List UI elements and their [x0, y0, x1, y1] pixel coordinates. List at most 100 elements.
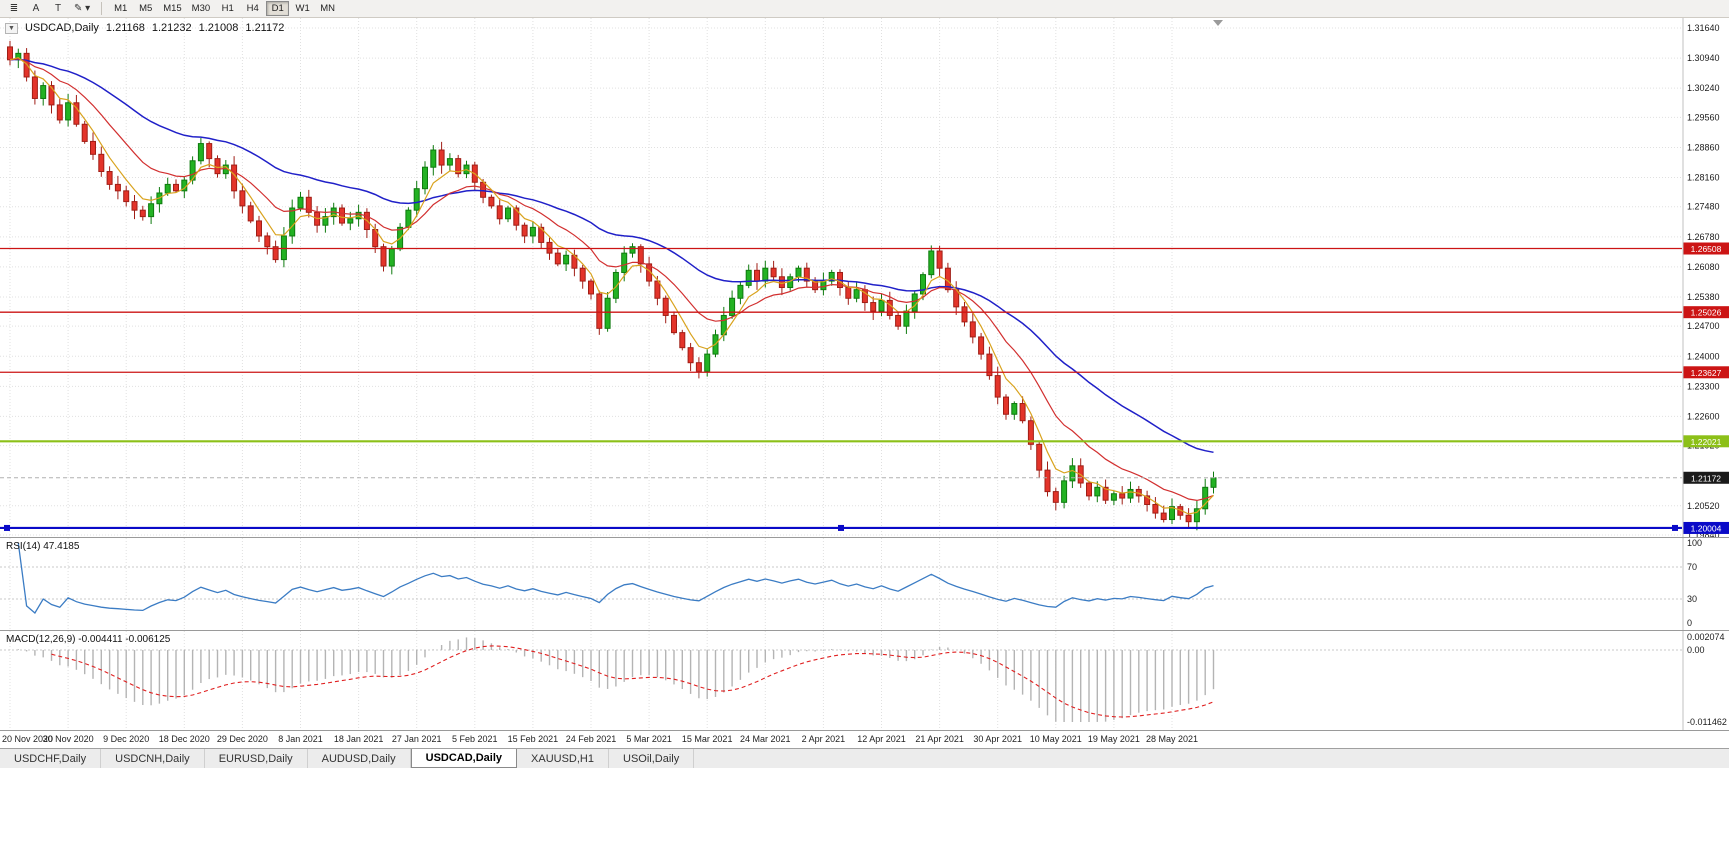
macd-chart[interactable]: 0.002074 0.00 -0.011462 [0, 631, 1729, 730]
date-label: 5 Mar 2021 [626, 734, 672, 744]
date-label: 18 Jan 2021 [333, 734, 384, 744]
main-grid [0, 18, 1684, 537]
timeframe-button-h4[interactable]: H4 [241, 1, 264, 16]
ma-slow-line [9, 58, 1214, 454]
chart-tabs: USDCHF,Daily USDCNH,Daily EURUSD,Daily AUDU… [0, 748, 1729, 768]
timeframe-buttons: M1 M5 M15 M30 H1 H4 D1 W1 MN [109, 1, 339, 16]
svg-text:1.30240: 1.30240 [1687, 83, 1720, 93]
date-axis[interactable]: 20 Nov 2020 30 Nov 2020 9 Dec 2020 18 Dec 2… [0, 731, 1729, 748]
tab-eurusd-daily[interactable]: EURUSD,Daily [204, 749, 308, 768]
svg-text:1.24000: 1.24000 [1687, 351, 1720, 361]
tab-xauusd-h1[interactable]: XAUUSD,H1 [517, 749, 609, 768]
date-label: 5 Feb 2021 [452, 734, 498, 744]
svg-text:-0.011462: -0.011462 [1687, 717, 1727, 727]
svg-text:70: 70 [1687, 562, 1697, 572]
macd-grid [0, 631, 1684, 730]
tab-usdchf-daily[interactable]: USDCHF,Daily [0, 749, 102, 768]
svg-text:1.20004: 1.20004 [1691, 523, 1722, 533]
date-label: 21 Apr 2021 [915, 734, 964, 744]
date-label: 9 Dec 2020 [103, 734, 150, 744]
timeframe-button-mn[interactable]: MN [316, 1, 339, 16]
annotation-a-icon[interactable]: A [26, 1, 46, 16]
timeframe-button-m15[interactable]: M15 [159, 1, 185, 16]
svg-text:0: 0 [1687, 618, 1692, 628]
timeframe-button-d1[interactable]: D1 [266, 1, 290, 16]
svg-text:1.25380: 1.25380 [1687, 292, 1720, 302]
toolbar-separator [101, 2, 103, 15]
macd-histogram [17, 637, 1215, 722]
timeframe-button-w1[interactable]: W1 [291, 1, 314, 16]
current-price-badge: 1.21172 [1683, 471, 1729, 484]
date-label: 27 Jan 2021 [391, 734, 442, 744]
date-label: 30 Nov 2020 [42, 734, 94, 744]
ma-mid-line [9, 58, 1214, 502]
date-label: 8 Jan 2021 [278, 734, 323, 744]
date-label: 29 Dec 2020 [216, 734, 268, 744]
rsi-axis[interactable]: 100 70 30 0 [1687, 538, 1702, 628]
svg-text:1.28160: 1.28160 [1687, 173, 1720, 183]
svg-text:30: 30 [1687, 594, 1697, 604]
svg-text:1.26080: 1.26080 [1687, 262, 1720, 272]
chart-symbol-label: USDCAD,Daily [24, 22, 99, 34]
date-label: 10 May 2021 [1029, 734, 1082, 744]
date-label: 28 May 2021 [1145, 734, 1199, 744]
timeframe-button-m5[interactable]: M5 [134, 1, 157, 16]
rsi-indicator-label: RSI(14) 47.4185 [6, 541, 80, 552]
toolbar-tools: ≣ A T ✎ ▾ [4, 1, 94, 16]
rsi-panel[interactable]: 100 70 30 0 RSI(14) 47.4185 [0, 538, 1729, 631]
date-label: 24 Mar 2021 [740, 734, 791, 744]
ohlc-high: 1.21232 [151, 22, 192, 34]
ohlc-low: 1.21008 [198, 22, 239, 34]
tab-usdcnh-daily[interactable]: USDCNH,Daily [101, 749, 205, 768]
main-chart[interactable]: 1.31640 1.30940 1.30240 1.29560 1.28860 1.281… [0, 18, 1729, 537]
svg-text:1.30940: 1.30940 [1687, 53, 1720, 63]
timeframe-button-m1[interactable]: M1 [109, 1, 132, 16]
price-badge-1.22021: 1.22021 [1683, 435, 1729, 448]
text-tool-icon[interactable]: T [48, 1, 68, 16]
tab-usoil-daily[interactable]: USOil,Daily [609, 749, 695, 768]
timeframe-button-h1[interactable]: H1 [216, 1, 239, 16]
svg-text:1.29560: 1.29560 [1687, 112, 1720, 122]
svg-text:0.002074: 0.002074 [1687, 632, 1725, 642]
draw-tool-icon[interactable]: ✎ ▾ [70, 1, 94, 16]
ma-fast-line [9, 56, 1214, 515]
svg-text:0.00: 0.00 [1687, 645, 1705, 655]
main-chart-panel[interactable]: 1.31640 1.30940 1.30240 1.29560 1.28860 1.281… [0, 18, 1729, 538]
rsi-line [17, 542, 1214, 614]
svg-text:1.23627: 1.23627 [1691, 368, 1722, 378]
price-axis[interactable]: 1.31640 1.30940 1.30240 1.29560 1.28860 1.281… [1687, 23, 1720, 537]
svg-text:1.25026: 1.25026 [1691, 308, 1722, 318]
tab-audusd-daily[interactable]: AUDUSD,Daily [307, 749, 411, 768]
date-label: 30 Apr 2021 [973, 734, 1022, 744]
svg-text:1.20520: 1.20520 [1687, 501, 1720, 511]
price-badge-1.23627: 1.23627 [1683, 366, 1729, 379]
horizontal-line-1.20004[interactable] [0, 524, 1682, 531]
candles [7, 40, 1217, 531]
expander-icon[interactable]: ▼ [5, 22, 18, 34]
svg-text:1.26780: 1.26780 [1687, 232, 1720, 242]
ohlc-close: 1.21172 [245, 22, 285, 34]
svg-text:1.27480: 1.27480 [1687, 202, 1720, 212]
chart-list-icon[interactable]: ≣ [4, 1, 24, 16]
svg-text:1.21172: 1.21172 [1691, 473, 1721, 483]
date-label: 15 Feb 2021 [507, 734, 559, 744]
price-badge-1.25026: 1.25026 [1683, 306, 1729, 319]
date-label: 24 Feb 2021 [565, 734, 617, 744]
tab-usdcad-daily[interactable]: USDCAD,Daily [410, 749, 518, 768]
price-badge-1.20004: 1.20004 [1683, 521, 1729, 534]
date-label: 19 May 2021 [1087, 734, 1140, 744]
timeframe-button-m30[interactable]: M30 [188, 1, 214, 16]
chart-shift-marker-icon[interactable] [1213, 20, 1223, 26]
svg-text:1.22600: 1.22600 [1687, 411, 1720, 421]
svg-text:1.22021: 1.22021 [1691, 437, 1722, 447]
macd-panel[interactable]: 0.002074 0.00 -0.011462 MACD(12,26,9) -0.0… [0, 631, 1729, 731]
macd-axis[interactable]: 0.002074 0.00 -0.011462 [1687, 632, 1727, 727]
ohlc-open: 1.21168 [105, 22, 145, 34]
toolbar: ≣ A T ✎ ▾ M1 M5 M15 M30 H1 H4 D1 W1 MN [0, 0, 1729, 18]
svg-text:1.31640: 1.31640 [1687, 23, 1720, 33]
rsi-chart[interactable]: 100 70 30 0 [0, 538, 1729, 630]
svg-text:1.26508: 1.26508 [1691, 244, 1722, 254]
date-label: 18 Dec 2020 [158, 734, 210, 744]
date-label: 2 Apr 2021 [801, 734, 846, 744]
